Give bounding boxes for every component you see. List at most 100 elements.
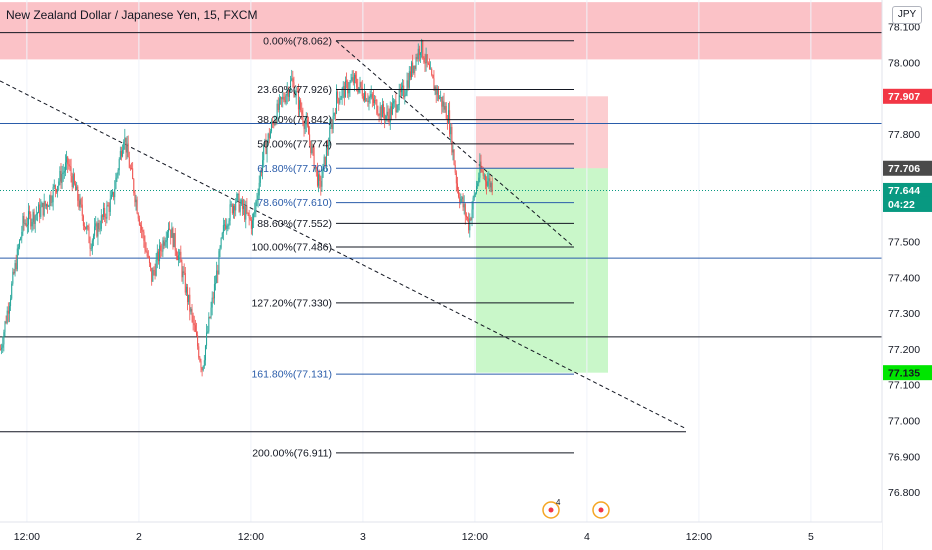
candle-body	[60, 171, 62, 183]
candle-body	[341, 89, 343, 98]
candle-body	[169, 228, 171, 230]
candle-body	[318, 174, 320, 186]
candle-body	[20, 237, 22, 241]
candle-body	[469, 218, 471, 231]
candle-body	[119, 151, 121, 160]
candle-body	[165, 240, 167, 243]
event-badges[interactable]: 4	[542, 498, 610, 519]
candle-body	[161, 250, 163, 252]
candle-body	[315, 166, 317, 169]
trend-line[interactable]	[0, 80, 686, 429]
candle-body	[34, 215, 36, 224]
candle-body	[183, 271, 185, 274]
zones-layer	[0, 2, 882, 373]
candle-body	[134, 192, 136, 203]
fibonacci-retracement[interactable]: 0.00%(78.062) 23.60%(77.926) 38.20%(77.842…	[251, 35, 574, 459]
price-tag[interactable]	[883, 160, 932, 176]
price-tag-label: 77.907	[888, 91, 920, 103]
candle-body	[359, 82, 361, 88]
candle-body	[284, 100, 286, 103]
candle-body	[367, 100, 369, 103]
candle-body	[78, 200, 80, 208]
price-tick-label: 77.200	[888, 344, 920, 356]
price-tag[interactable]	[883, 365, 932, 381]
candle-body	[124, 137, 126, 142]
candle-body	[48, 206, 50, 208]
candle-body	[184, 273, 186, 293]
candle-body	[215, 283, 217, 285]
candle-body	[310, 140, 312, 153]
candle-body	[479, 161, 481, 178]
candle-body	[453, 149, 455, 165]
candle-body	[343, 86, 345, 98]
drawings-layer[interactable]	[0, 32, 882, 433]
candle-body	[201, 367, 203, 371]
candle-body	[180, 251, 182, 263]
candle-body	[435, 86, 437, 95]
candle-body	[87, 225, 89, 227]
candle-body	[275, 121, 277, 123]
currency-badge[interactable]: JPY	[892, 6, 922, 24]
price-tag[interactable]	[883, 88, 932, 104]
candle-body	[440, 96, 442, 98]
candle-body	[416, 57, 418, 59]
candle-body	[482, 171, 484, 176]
candle-body	[151, 267, 153, 282]
candle-body	[146, 251, 148, 257]
candle-body	[21, 231, 23, 238]
candle-body	[7, 310, 9, 314]
supply-zone[interactable]	[0, 2, 882, 60]
candle-body	[276, 103, 278, 123]
stop-loss-zone[interactable]	[476, 96, 608, 169]
candle-body	[147, 256, 149, 258]
candle-body	[470, 218, 472, 220]
price-tick-label: 77.300	[888, 308, 920, 320]
candle-body	[463, 204, 465, 208]
price-tag[interactable]	[883, 196, 932, 212]
candle-body	[50, 195, 52, 203]
candle-body	[90, 248, 92, 250]
fib-level-label: 78.60%(77.610)	[257, 197, 332, 209]
price-tag[interactable]	[883, 182, 932, 198]
candle-body	[133, 179, 135, 193]
candle-body	[428, 64, 430, 69]
time-tick-label: 5	[808, 531, 814, 543]
candle-body	[398, 89, 400, 106]
candle-body	[322, 164, 324, 178]
candle-body	[312, 145, 314, 148]
candle-body	[483, 175, 485, 177]
candle-body	[64, 162, 66, 172]
take-profit-zone[interactable]	[476, 168, 608, 373]
candle-body	[411, 62, 413, 78]
candle-body	[198, 346, 200, 358]
candle-body	[371, 94, 373, 99]
candle-body	[274, 121, 276, 126]
candle-body	[122, 149, 124, 157]
candle-body	[95, 223, 97, 227]
candle-body	[388, 115, 390, 123]
fib-level-label: 100.00%(77.486)	[251, 242, 332, 254]
time-tick-label: 12:00	[14, 531, 40, 543]
candle-body	[390, 106, 392, 115]
candle-body	[196, 331, 197, 336]
candle-body	[292, 78, 294, 83]
candle-body	[347, 81, 349, 94]
time-axis[interactable]: 12:00 2 12:00 3 12:00 4 12:00 5	[0, 521, 882, 550]
candle-body	[487, 181, 489, 186]
candle-body	[460, 198, 462, 203]
candle-body	[166, 232, 168, 241]
time-tick-label: 12:00	[686, 531, 712, 543]
price-axis[interactable]: 78.10078.00077.90077.80077.70077.60077.5…	[881, 0, 932, 550]
candle-body	[152, 270, 154, 282]
candle-body	[277, 103, 279, 110]
candle-body	[136, 199, 138, 214]
candle-body	[208, 317, 210, 332]
symbol-title[interactable]: New Zealand Dollar / Japanese Yen, 15, F…	[6, 8, 258, 22]
candle-body	[187, 286, 189, 302]
candle-body	[51, 202, 53, 203]
candle-body	[237, 193, 239, 195]
candle-body	[29, 211, 31, 215]
candle-body	[86, 225, 88, 230]
